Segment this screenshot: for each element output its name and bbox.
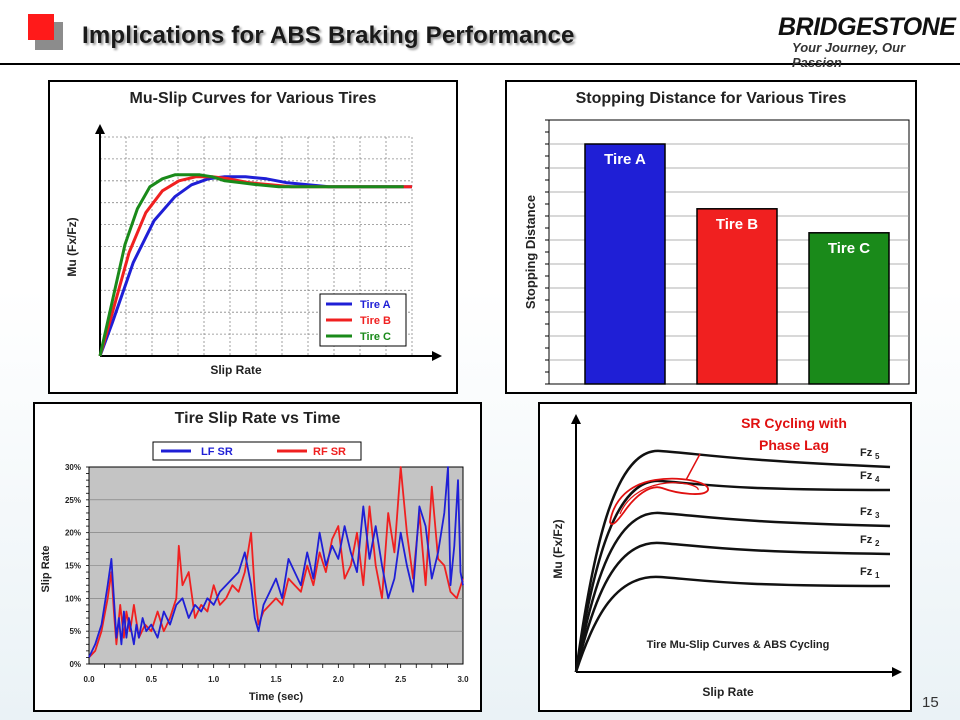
- mu-slip-curve: [574, 449, 891, 673]
- y-axis-label: Mu (Fx/Fz): [551, 519, 565, 578]
- curve-label: Fz: [860, 566, 873, 578]
- bar-tire-c: [808, 232, 890, 385]
- x-tick-label: 2.0: [333, 675, 345, 684]
- bar-tire-b: [696, 208, 778, 385]
- header-bar: [0, 0, 960, 64]
- y-tick-label: 0%: [69, 660, 81, 669]
- header-divider: [0, 63, 960, 65]
- annotation-text-line1: SR Cycling with: [741, 415, 847, 431]
- curve-label-subscript: 3: [875, 511, 880, 520]
- series-line-lf-sr: [88, 466, 464, 658]
- mu-slip-chart: Tire A Tire B Tire C Slip Rate Mu (Fx/Fz): [65, 124, 442, 377]
- bar-label: Tire A: [604, 151, 646, 168]
- y-axis-label: Slip Rate: [40, 545, 52, 592]
- bar-tire-a: [584, 143, 666, 385]
- mu-slip-curve: [574, 479, 891, 673]
- slip-rate-time-title: Tire Slip Rate vs Time: [174, 410, 341, 427]
- legend-label: Tire C: [360, 331, 391, 343]
- page-number: 15: [922, 694, 939, 711]
- curve-label: Fz: [860, 470, 873, 482]
- legend-label: LF SR: [201, 446, 233, 458]
- y-tick-label: 5%: [69, 627, 81, 636]
- y-tick-label: 20%: [65, 529, 81, 538]
- mu-slip-curve: [574, 511, 891, 673]
- mu-slip-curve: [574, 575, 891, 673]
- y-axis-label: Stopping Distance: [523, 195, 538, 309]
- y-axis-arrow-icon: [95, 124, 105, 134]
- x-tick-label: 1.0: [208, 675, 220, 684]
- y-tick-label: 30%: [65, 463, 81, 472]
- title-square-icon: [28, 14, 54, 40]
- x-axis-label: Time (sec): [249, 691, 304, 703]
- abs-cycling-panel: Fz 5 Fz 4 Fz 3 Fz 2 Fz 1 SR Cycling with Phase Lag T…: [538, 402, 912, 712]
- legend-label: RF SR: [313, 446, 346, 458]
- abs-cycle-inner: [619, 482, 699, 515]
- slip-rate-time-panel: Tire Slip Rate vs Time 0.0 0.5 1.0 1.5 2.0 2.…: [33, 402, 482, 712]
- y-tick-label: 10%: [65, 594, 81, 603]
- curve-label-subscript: 4: [875, 475, 880, 484]
- x-axis-arrow-icon: [892, 667, 902, 677]
- x-tick-label: 3.0: [457, 675, 469, 684]
- abs-cycle-loop: [609, 477, 709, 525]
- mu-slip-curve: [574, 541, 891, 673]
- curve-label-subscript: 2: [875, 539, 880, 548]
- series-line-tire-c: [98, 173, 404, 357]
- bar-label: Tire C: [828, 240, 870, 257]
- y-tick-label: 15%: [65, 562, 81, 571]
- page-title: Implications for ABS Braking Performance: [82, 22, 575, 49]
- y-tick-label: 25%: [65, 496, 81, 505]
- legend-label: Tire B: [360, 315, 391, 327]
- x-axis-label: Slip Rate: [210, 363, 262, 377]
- slip-rate-time-chart: 0.0 0.5 1.0 1.5 2.0 2.5 3.0 0% 5% 10% 15% 20% 25% 30%…: [40, 441, 469, 703]
- legend-box: [152, 441, 362, 461]
- y-axis-label: Mu (Fx/Fz): [65, 217, 79, 276]
- x-tick-label: 1.5: [270, 675, 282, 684]
- curve-label-subscript: 5: [875, 452, 880, 461]
- annotation-leader: [685, 453, 701, 481]
- curve-label: Fz: [860, 447, 873, 459]
- mu-slip-title: Mu-Slip Curves for Various Tires: [129, 90, 377, 107]
- stopping-distance-chart: Tire A Tire B Tire C Stopping Distance: [523, 119, 910, 385]
- x-tick-label: 0.0: [83, 675, 95, 684]
- bar-label: Tire B: [716, 216, 758, 233]
- x-tick-label: 0.5: [146, 675, 158, 684]
- stopping-distance-panel: Stopping Distance for Various Tires Tire…: [505, 80, 917, 394]
- legend-label: Tire A: [360, 299, 391, 311]
- curve-label: Fz: [860, 534, 873, 546]
- curve-label: Fz: [860, 506, 873, 518]
- y-axis-arrow-icon: [571, 414, 581, 424]
- brand-logo: BRIDGESTONE Your Journey, Our Passion: [778, 13, 956, 70]
- brand-tagline: Your Journey, Our Passion: [792, 40, 906, 70]
- stopping-distance-title: Stopping Distance for Various Tires: [575, 90, 847, 107]
- x-axis-arrow-icon: [432, 351, 442, 361]
- annotation-text-line2: Phase Lag: [759, 437, 829, 453]
- chart-caption: Tire Mu-Slip Curves & ABS Cycling: [647, 639, 830, 651]
- x-axis-label: Slip Rate: [702, 685, 754, 699]
- brand-name: BRIDGESTONE: [778, 13, 956, 41]
- x-tick-label: 2.5: [395, 675, 407, 684]
- curve-label-subscript: 1: [875, 571, 880, 580]
- series-line-rf-sr: [88, 466, 464, 659]
